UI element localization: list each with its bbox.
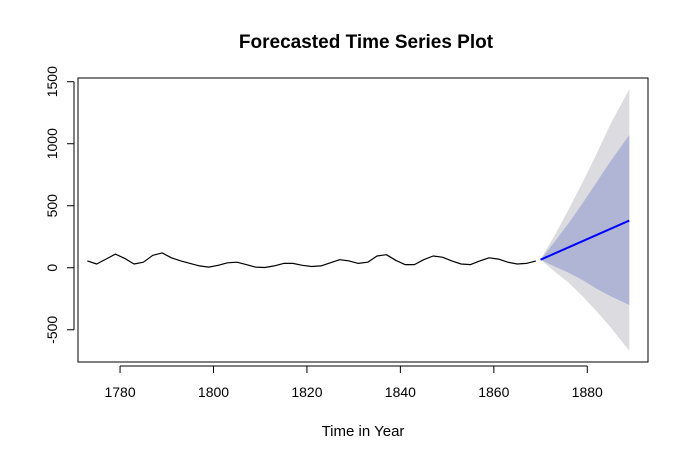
series-lines [87, 219, 630, 269]
x-tick-label: 1840 [385, 384, 416, 400]
y-tick-label: -500 [44, 316, 60, 344]
plot-box [77, 77, 649, 363]
prediction-intervals [540, 89, 630, 351]
forecast-series-line [540, 219, 630, 261]
x-tick-label: 1820 [291, 384, 322, 400]
y-tick-label: 1500 [44, 66, 60, 97]
x-axis: 1780 1800 1820 1840 1860 1880 [104, 365, 603, 400]
y-tick-label: 1000 [44, 128, 60, 159]
y-tick-label: 0 [44, 264, 60, 272]
observed-series-line [87, 252, 537, 269]
chart-title: Forecasted Time Series Plot [239, 32, 494, 53]
x-tick-label: 1880 [572, 384, 603, 400]
x-tick-label: 1800 [198, 384, 229, 400]
y-axis: -500 0 500 1000 1500 [44, 66, 75, 344]
y-tick-label: 500 [44, 194, 60, 218]
x-tick-label: 1860 [478, 384, 509, 400]
x-tick-label: 1780 [104, 384, 135, 400]
inner-band [540, 135, 630, 305]
x-axis-label: Time in Year [322, 423, 405, 440]
